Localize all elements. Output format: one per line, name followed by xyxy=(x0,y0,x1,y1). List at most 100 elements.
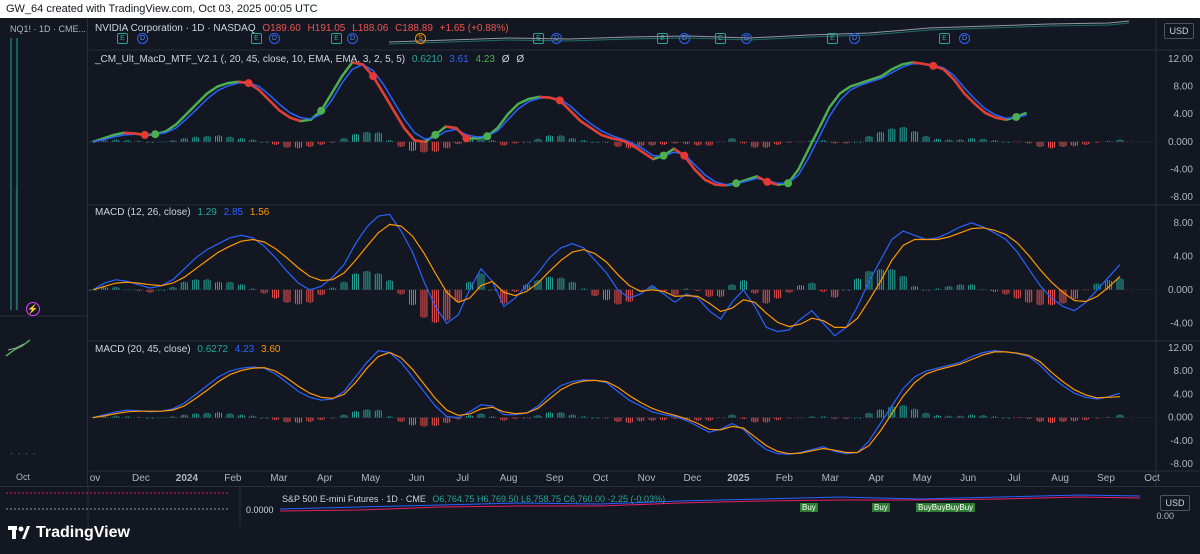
price-strip xyxy=(388,20,1130,45)
left-pane-x-label: Oct xyxy=(16,472,31,482)
pane2-v2: 2.85 xyxy=(223,207,244,218)
event-e-icon[interactable]: E xyxy=(251,33,262,44)
cross-dot xyxy=(317,106,326,115)
y-tick-label: 4.00 xyxy=(1174,109,1194,120)
bottom-pane[interactable]: 0.0000 S&P 500 E-mini Futures · 1D · CME… xyxy=(0,486,1200,554)
falling-segment xyxy=(352,61,363,66)
y-tick-label: 0.000 xyxy=(1168,413,1193,424)
falling-segment xyxy=(963,92,976,105)
falling-segment xyxy=(445,125,457,130)
legend-symbol[interactable]: NVIDIA Corporation · 1D · NASDAQ xyxy=(95,23,256,34)
falling-segment xyxy=(382,92,395,112)
falling-segment xyxy=(403,127,416,142)
pane2-title[interactable]: MACD (12, 26, close) xyxy=(95,207,191,218)
buy-label-2: Buy xyxy=(872,503,890,512)
falling-segment xyxy=(942,68,955,81)
event-e-icon[interactable]: E xyxy=(715,33,726,44)
bottom-legend[interactable]: S&P 500 E-mini Futures · 1D · CME O6,764… xyxy=(282,494,669,504)
pane1-legend[interactable]: _CM_Ult_MacD_MTF_V2.1 (, 20, 45, close, … xyxy=(95,54,528,65)
series-line-1 xyxy=(92,351,1121,455)
tradingview-brand[interactable]: TradingView xyxy=(8,524,130,542)
series-line-1 xyxy=(92,223,1121,328)
main-legend[interactable]: NVIDIA Corporation · 1D · NASDAQ O189.60… xyxy=(95,23,513,34)
pane2-v1: 1.29 xyxy=(197,207,217,218)
left-pane[interactable]: NQ1! · 1D · CME... ⚡ · · · · Oct xyxy=(0,18,88,486)
y-tick-label: 12.00 xyxy=(1168,54,1193,65)
buy-label-1: Buy xyxy=(800,503,818,512)
falling-segment xyxy=(579,120,592,130)
main-chart-area[interactable]: NVIDIA Corporation · 1D · NASDAQ O189.60… xyxy=(89,18,1200,486)
event-d-icon[interactable]: D xyxy=(347,33,358,44)
left-pane-lightning-icon[interactable]: ⚡ xyxy=(26,302,40,316)
event-d-icon[interactable]: D xyxy=(551,33,562,44)
y-tick-label: 4.00 xyxy=(1174,251,1194,262)
falling-segment xyxy=(569,109,582,122)
event-d-icon[interactable]: D xyxy=(741,33,752,44)
cross-dot xyxy=(929,61,938,70)
pane1-v4: Ø xyxy=(501,54,510,65)
falling-segment xyxy=(268,99,281,112)
y-tick-label: -4.00 xyxy=(1170,318,1193,329)
pane1-v2: 3.61 xyxy=(449,54,469,65)
series-line-0 xyxy=(92,213,1121,337)
pane2-v3: 1.56 xyxy=(249,207,270,218)
event-d-icon[interactable]: D xyxy=(269,33,280,44)
header-title: GW_64 created with TradingView.com, Oct … xyxy=(0,0,1200,18)
y-tick-label: 8.00 xyxy=(1174,82,1194,93)
event-e-icon[interactable]: E xyxy=(117,33,128,44)
bottom-axis-value: 0.00 xyxy=(1156,511,1174,521)
pane3-legend[interactable]: MACD (20, 45, close) 0.6272 4.23 3.60 xyxy=(95,344,284,355)
y-tick-label: 8.00 xyxy=(1174,366,1194,377)
y-tick-label: 0.000 xyxy=(1168,137,1193,148)
event-d-icon[interactable]: D xyxy=(959,33,970,44)
left-pane-chart xyxy=(0,38,88,357)
falling-segment xyxy=(392,110,406,129)
falling-segment xyxy=(995,116,1007,121)
event-e-icon[interactable]: E xyxy=(533,33,544,44)
currency-button[interactable]: USD xyxy=(1164,23,1194,39)
event-e-icon[interactable]: E xyxy=(827,33,838,44)
cross-dot xyxy=(140,130,149,139)
falling-segment xyxy=(247,82,260,92)
pane3-title[interactable]: MACD (20, 45, close) xyxy=(95,344,191,355)
pane1-v3: 4.23 xyxy=(475,54,495,65)
falling-segment xyxy=(621,139,633,147)
bottom-values: O6,764.75 H6,769.50 L6,758.75 C6,760.00 … xyxy=(432,494,666,504)
cross-dot xyxy=(732,179,741,188)
y-tick-label: 4.00 xyxy=(1174,389,1194,400)
indicator-panes: 12.00 8.00 4.00 0.000 -4.00 -8.00 8.00 4.00 0.00… xyxy=(89,18,1200,486)
y-tick-label: 0.000 xyxy=(1168,285,1193,296)
bottom-currency-button[interactable]: USD xyxy=(1160,495,1190,511)
y-tick-label: -4.00 xyxy=(1170,164,1193,175)
pane3-v3: 3.60 xyxy=(261,344,281,355)
falling-segment xyxy=(558,99,572,112)
event-s-icon[interactable]: S xyxy=(415,33,426,44)
falling-segment xyxy=(372,75,385,95)
falling-segment xyxy=(538,95,550,99)
legend-high: H191.05 xyxy=(307,23,346,34)
y-tick-label: -8.00 xyxy=(1170,192,1193,203)
event-e-icon[interactable]: E xyxy=(331,33,342,44)
falling-segment xyxy=(642,151,654,161)
pane1-title[interactable]: _CM_Ult_MacD_MTF_V2.1 (, 20, 45, close, … xyxy=(95,54,406,65)
left-pane-symbol[interactable]: NQ1! · 1D · CME... xyxy=(10,24,87,34)
pane2-legend[interactable]: MACD (12, 26, close) 1.29 2.85 1.56 xyxy=(95,207,273,218)
event-d-icon[interactable]: D xyxy=(679,33,690,44)
event-d-icon[interactable]: D xyxy=(849,33,860,44)
event-e-icon[interactable]: E xyxy=(939,33,950,44)
falling-segment xyxy=(912,61,924,65)
bottom-symbol[interactable]: S&P 500 E-mini Futures · 1D · CME xyxy=(282,494,426,504)
cross-dot xyxy=(431,130,440,139)
falling-segment xyxy=(279,109,291,119)
y-tick-label: -8.00 xyxy=(1170,459,1193,470)
falling-segment xyxy=(766,180,778,186)
falling-segment xyxy=(953,78,966,95)
bottom-left-value: 0.0000 xyxy=(246,505,274,515)
event-e-icon[interactable]: E xyxy=(657,33,668,44)
falling-segment xyxy=(611,137,623,142)
y-tick-label: 8.00 xyxy=(1174,218,1194,229)
falling-segment xyxy=(984,111,997,119)
event-d-icon[interactable]: D xyxy=(137,33,148,44)
brand-name: TradingView xyxy=(36,524,130,541)
buy-label-3: BuyBuyBuyBuy xyxy=(916,503,976,512)
